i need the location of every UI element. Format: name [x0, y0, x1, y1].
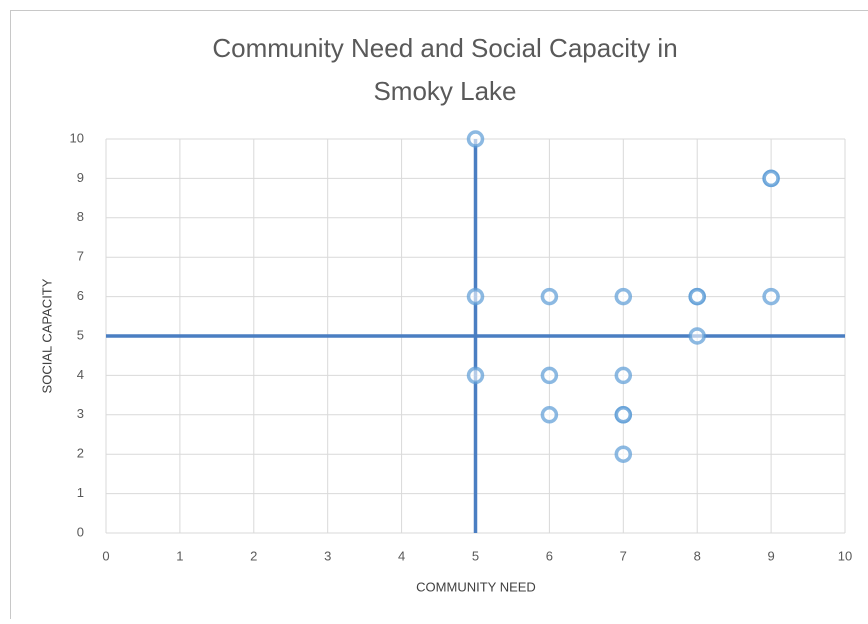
- y-tick-label: 2: [77, 446, 84, 461]
- y-axis-label: SOCIAL CAPACITY: [39, 278, 54, 393]
- y-tick-label: 8: [77, 209, 84, 224]
- x-axis-label: COMMUNITY NEED: [416, 579, 536, 594]
- y-tick-label: 3: [77, 406, 84, 421]
- chart-title: Smoky Lake: [373, 76, 516, 106]
- x-tick-label: 9: [767, 548, 774, 563]
- point: [469, 290, 483, 304]
- x-tick-label: 1: [176, 548, 183, 563]
- y-tick-label: 0: [77, 524, 84, 539]
- x-tick-label: 0: [102, 548, 109, 563]
- point: [616, 408, 630, 422]
- chart-title: Community Need and Social Capacity in: [212, 33, 677, 63]
- point: [469, 132, 483, 146]
- point: [469, 368, 483, 382]
- point: [764, 171, 778, 185]
- point: [616, 368, 630, 382]
- point: [690, 290, 704, 304]
- x-tick-label: 5: [472, 548, 479, 563]
- y-tick-label: 9: [77, 170, 84, 185]
- x-tick-label: 4: [398, 548, 405, 563]
- point: [542, 408, 556, 422]
- point: [616, 290, 630, 304]
- x-tick-label: 7: [620, 548, 627, 563]
- y-tick-label: 6: [77, 288, 84, 303]
- point: [690, 329, 704, 343]
- point: [542, 368, 556, 382]
- x-tick-label: 6: [546, 548, 553, 563]
- x-tick-label: 8: [694, 548, 701, 563]
- point: [616, 447, 630, 461]
- y-tick-label: 10: [70, 130, 84, 145]
- y-tick-label: 5: [77, 327, 84, 342]
- x-tick-label: 3: [324, 548, 331, 563]
- y-tick-label: 4: [77, 367, 84, 382]
- y-tick-label: 7: [77, 249, 84, 264]
- y-tick-label: 1: [77, 485, 84, 500]
- x-tick-label: 10: [838, 548, 852, 563]
- point: [764, 290, 778, 304]
- point: [542, 290, 556, 304]
- x-tick-label: 2: [250, 548, 257, 563]
